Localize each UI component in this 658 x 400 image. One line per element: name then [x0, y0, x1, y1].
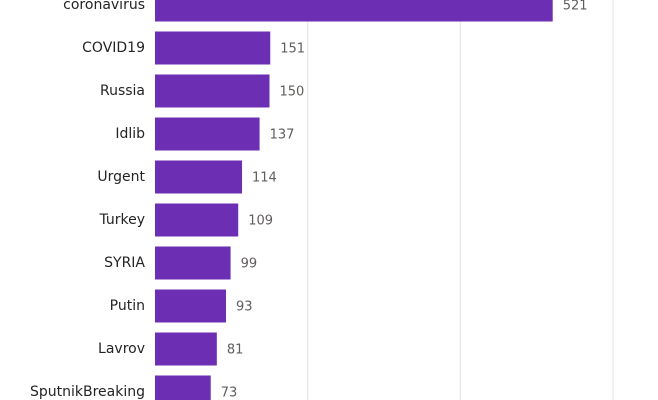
bar	[155, 0, 553, 22]
value-label: 521	[563, 0, 588, 14]
value-label: 109	[248, 214, 273, 229]
y-tick-label: coronavirus	[63, 0, 145, 13]
value-label: 81	[227, 343, 244, 358]
bar	[155, 332, 217, 366]
value-label: 73	[221, 386, 238, 400]
bar	[155, 31, 271, 65]
bar	[155, 74, 270, 108]
value-label: 114	[252, 171, 277, 186]
y-tick-label: SYRIA	[104, 255, 145, 271]
value-label: 137	[270, 128, 295, 143]
value-label: 99	[241, 257, 258, 272]
y-tick-label: Idlib	[115, 126, 145, 142]
y-tick-label: Urgent	[97, 169, 145, 185]
bar	[155, 203, 239, 237]
value-label: 93	[236, 300, 253, 315]
bar	[155, 117, 260, 151]
value-label: 151	[280, 42, 305, 57]
value-label: 150	[280, 85, 305, 100]
y-tick-label: Russia	[100, 83, 145, 99]
bar	[155, 160, 243, 194]
bar	[155, 289, 226, 323]
y-tick-label: Putin	[110, 298, 145, 314]
y-tick-label: COVID19	[82, 40, 145, 56]
bar	[155, 246, 231, 280]
y-tick-label: Lavrov	[98, 341, 145, 357]
y-tick-label: SputnikBreaking	[30, 384, 145, 400]
bar	[155, 375, 211, 400]
y-tick-label: Turkey	[98, 212, 145, 228]
